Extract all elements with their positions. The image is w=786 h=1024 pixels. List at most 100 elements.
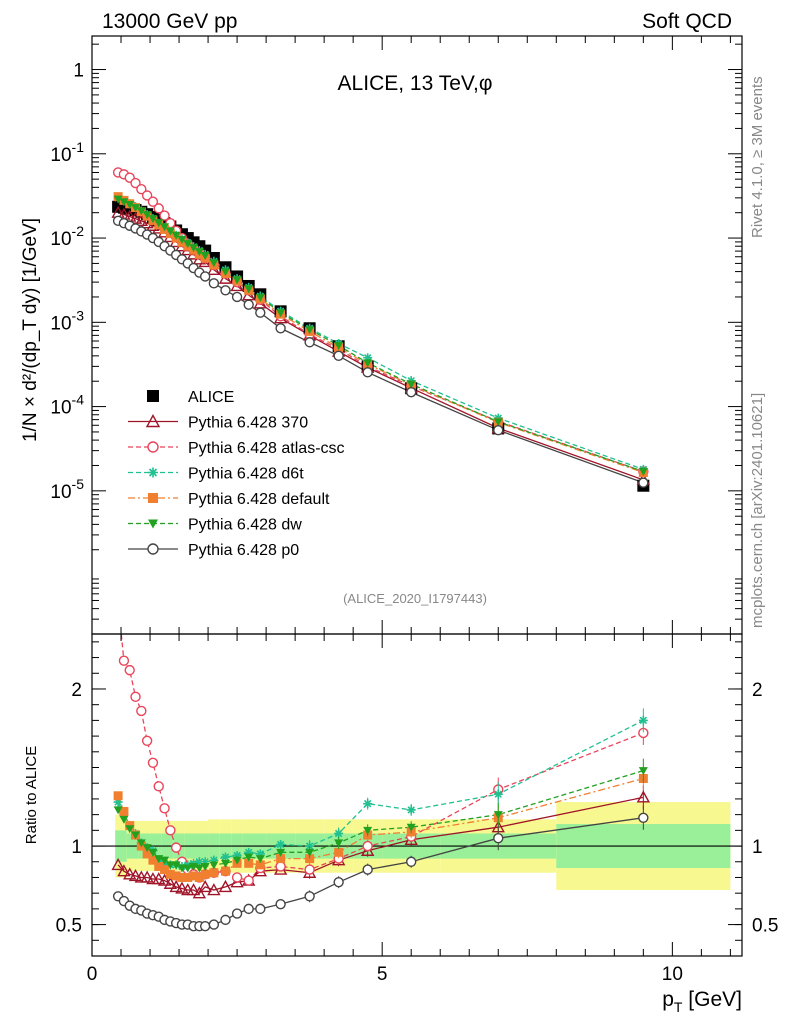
top-point-dw <box>493 418 503 427</box>
ratio-point-d6t <box>209 855 219 865</box>
legend-marker-alice <box>147 390 159 402</box>
top-point-atlas <box>136 184 147 195</box>
top-point-p0 <box>231 291 243 303</box>
ratio-point-dw <box>220 859 230 868</box>
top-point-p0 <box>220 285 231 296</box>
ratio-point-p370 <box>111 857 125 871</box>
ratio-point-atlas <box>130 691 141 703</box>
top-point-atlas <box>141 190 153 201</box>
legend-marker-p0 <box>147 543 159 555</box>
legend-label-dw: Pythia 6.428 dw <box>188 517 302 534</box>
ratio-point-p370 <box>169 879 183 893</box>
ratio-point-dw <box>113 806 123 815</box>
ratio-point-atlas <box>136 705 147 717</box>
ratio-point-atlas <box>153 781 164 792</box>
ratio-point-atlas <box>362 840 373 852</box>
ratio-point-atlas <box>275 861 286 872</box>
ratio-point-p370 <box>123 867 137 880</box>
top-point-dw <box>177 236 187 245</box>
top-point-dw <box>171 231 181 240</box>
ratio-point-atlas <box>231 872 243 883</box>
ratio-point-p370 <box>198 879 212 893</box>
header-right: Soft QCD <box>642 10 732 33</box>
header-left: 13000 GeV pp <box>102 10 237 33</box>
ratio-point-p0 <box>405 856 417 867</box>
ratio-point-p370 <box>175 881 189 894</box>
ratio-point-default <box>160 865 170 875</box>
top-point-dw <box>255 293 265 302</box>
top-point-dw <box>165 227 175 236</box>
ratio-point-p0 <box>220 914 231 926</box>
top-point-dw <box>232 276 242 285</box>
top-point-p0 <box>275 323 286 334</box>
top-point-p0 <box>493 424 504 436</box>
ratio-point-dw <box>142 844 152 853</box>
ratio-point-d6t <box>220 852 230 862</box>
top-line-d6t <box>117 197 644 470</box>
ratio-point-dw <box>119 815 129 824</box>
ratio-point-p0 <box>493 832 504 844</box>
top-point-atlas <box>153 203 164 214</box>
ratio-point-dw <box>305 848 315 857</box>
bottom-y-tick-label: 1 <box>71 837 82 858</box>
ratio-point-p0 <box>199 920 211 932</box>
ratio-point-dw <box>160 856 170 865</box>
ratio-point-d6t <box>244 847 254 857</box>
top-point-dw <box>406 380 416 389</box>
analysis-watermark: (ALICE_2020_I1797443) <box>343 591 487 606</box>
ratio-point-dw <box>194 864 204 873</box>
top-point-dw <box>131 204 141 213</box>
legend-marker-dw <box>148 519 158 529</box>
ratio-point-dw <box>232 856 242 865</box>
ratio-point-p0 <box>208 919 220 930</box>
bottom-y-axis-label: Ratio to ALICE <box>23 746 40 844</box>
legend-marker-atlas <box>147 441 159 453</box>
ratio-point-atlas <box>147 757 159 768</box>
ratio-point-p370 <box>192 886 207 899</box>
top-point-p370 <box>218 271 233 284</box>
top-y-tick-label: 10-2 <box>50 223 84 250</box>
bottom-y-tick-label-right: 2 <box>752 680 763 701</box>
ratio-point-atlas <box>114 598 123 607</box>
top-point-p0 <box>405 387 417 398</box>
legend-marker-p370 <box>145 414 161 428</box>
ratio-point-default <box>244 858 254 868</box>
top-point-d6t <box>363 353 373 363</box>
top-y-tick-label: 10-1 <box>50 139 84 166</box>
top-point-dw <box>363 359 373 368</box>
ratio-point-dw <box>493 811 503 820</box>
ratio-point-atlas <box>243 875 254 886</box>
ratio-point-default <box>148 855 158 865</box>
top-point-p0 <box>362 367 373 378</box>
top-point-dw <box>113 195 123 204</box>
ratio-point-dw <box>177 864 187 873</box>
side-label-top: Rivet 4.1.0, ≥ 3M events <box>749 76 766 238</box>
bottom-frame <box>91 633 743 957</box>
ratio-point-dw <box>276 848 286 857</box>
top-chart-title: ALICE, 13 TeV,φ <box>338 72 493 95</box>
top-point-dw <box>160 223 170 232</box>
bottom-y-tick-label-right: 0.5 <box>752 916 778 937</box>
ratio-point-p370 <box>218 879 233 893</box>
ratio-point-p370 <box>207 883 221 896</box>
bottom-marks-group <box>111 598 651 932</box>
legend: ALICE Pythia 6.428 370 Pythia 6.428 atlas-… <box>128 389 345 559</box>
ratio-point-atlas <box>304 864 315 875</box>
ratio-point-d6t <box>406 805 416 815</box>
ratio-point-atlas <box>141 735 153 747</box>
x-axis-label: pT [GeV] <box>662 988 742 1015</box>
top-point-dw <box>244 285 254 294</box>
ratio-point-default <box>142 849 152 859</box>
ratio-point-d6t <box>638 715 648 725</box>
top-point-dw <box>334 342 344 351</box>
top-point-p0 <box>243 299 254 310</box>
top-point-dw <box>209 259 219 268</box>
ratio-point-default <box>119 806 129 816</box>
ratio-point-d6t <box>113 797 123 807</box>
top-point-atlas <box>147 196 159 207</box>
top-point-dw <box>220 268 230 277</box>
ratio-point-p0 <box>362 864 373 875</box>
top-point-p0 <box>199 271 211 282</box>
ratio-point-default <box>334 847 344 857</box>
